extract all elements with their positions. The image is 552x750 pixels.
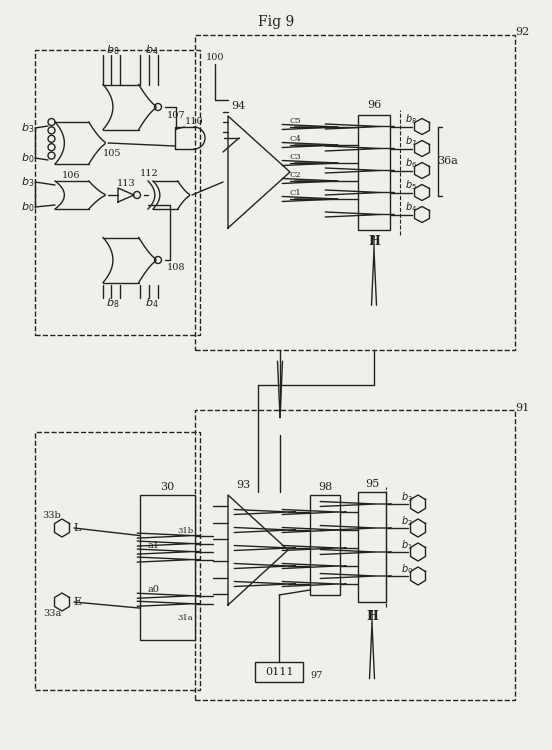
Text: H: H	[366, 610, 378, 622]
Bar	[310, 495, 340, 595]
Circle shape	[48, 135, 55, 142]
Bar	[255, 662, 303, 682]
Text: 93: 93	[236, 480, 250, 490]
Text: $b_8$: $b_8$	[107, 296, 120, 310]
Text: L: L	[73, 523, 81, 533]
Text: $b_4$: $b_4$	[145, 296, 159, 310]
Text: C4: C4	[289, 135, 301, 143]
Circle shape	[155, 104, 162, 110]
Circle shape	[48, 118, 55, 125]
Text: a1: a1	[148, 542, 160, 550]
Text: $b_{8}$: $b_{8}$	[405, 112, 417, 127]
Text: 91: 91	[515, 403, 529, 413]
Text: $b_{6}$: $b_{6}$	[405, 157, 417, 170]
Text: 95: 95	[365, 479, 379, 489]
Text: $b_{4}$: $b_{4}$	[405, 200, 417, 214]
Bar	[358, 115, 390, 230]
Text: 112: 112	[140, 170, 158, 178]
Text: 31b: 31b	[177, 527, 193, 536]
Text: 98: 98	[318, 482, 332, 492]
Text: 105: 105	[103, 148, 121, 158]
Circle shape	[48, 144, 55, 151]
Text: 106: 106	[61, 170, 80, 179]
Text: 92: 92	[515, 27, 529, 37]
Circle shape	[48, 127, 55, 134]
Text: $b_{3}$: $b_{3}$	[401, 490, 413, 504]
Text: 100: 100	[206, 53, 224, 62]
Text: 0111: 0111	[265, 667, 293, 677]
Text: Fig 9: Fig 9	[258, 15, 294, 29]
Text: C1: C1	[289, 189, 301, 197]
Text: E: E	[73, 597, 81, 607]
Text: 108: 108	[167, 263, 185, 272]
Text: C5: C5	[289, 117, 301, 125]
Bar	[195, 35, 515, 350]
Text: 31a: 31a	[177, 614, 193, 622]
Text: 33b: 33b	[43, 512, 61, 520]
Bar	[195, 410, 515, 700]
Circle shape	[48, 152, 55, 159]
Text: $b_4$: $b_4$	[145, 43, 159, 57]
Text: $b_3$: $b_3$	[22, 175, 35, 189]
Text: $b_{0}$: $b_{0}$	[401, 562, 413, 576]
Text: 110: 110	[185, 118, 203, 127]
Text: 94: 94	[231, 101, 245, 111]
Text: $b_{7}$: $b_{7}$	[405, 134, 417, 148]
Text: a0: a0	[148, 585, 160, 594]
Text: 36a: 36a	[438, 156, 459, 166]
Text: C2: C2	[289, 171, 301, 179]
Circle shape	[134, 191, 141, 199]
Text: $b_{2}$: $b_{2}$	[401, 514, 413, 528]
Text: C3: C3	[289, 153, 301, 161]
Text: $b_0$: $b_0$	[22, 151, 35, 165]
Bar	[35, 50, 200, 335]
Bar	[358, 492, 386, 602]
Bar	[35, 432, 200, 690]
Text: 30: 30	[161, 482, 174, 492]
Text: $b_{1}$: $b_{1}$	[401, 538, 413, 552]
Bar	[140, 495, 195, 640]
Text: $b_3$: $b_3$	[22, 121, 35, 135]
Text: 113: 113	[116, 178, 135, 188]
Text: $b_8$: $b_8$	[107, 43, 120, 57]
Circle shape	[155, 256, 162, 263]
Text: H: H	[368, 235, 380, 248]
Text: 96: 96	[367, 100, 381, 109]
Text: 33a: 33a	[43, 610, 61, 619]
Text: $b_0$: $b_0$	[22, 200, 35, 214]
Text: 107: 107	[167, 110, 185, 119]
Text: 97: 97	[310, 671, 322, 680]
Text: $b_{5}$: $b_{5}$	[405, 178, 417, 193]
